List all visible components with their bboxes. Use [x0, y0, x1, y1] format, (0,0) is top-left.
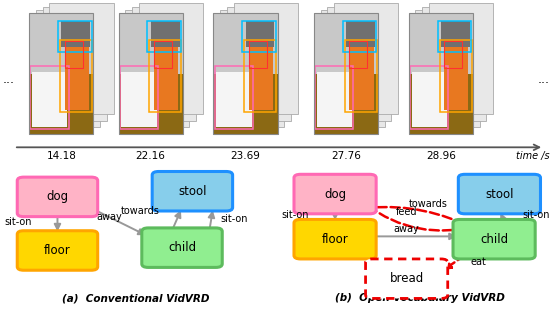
FancyBboxPatch shape — [408, 13, 473, 134]
FancyBboxPatch shape — [294, 174, 376, 214]
FancyBboxPatch shape — [317, 73, 352, 127]
FancyBboxPatch shape — [458, 174, 541, 214]
FancyBboxPatch shape — [119, 13, 183, 74]
FancyBboxPatch shape — [213, 13, 278, 134]
FancyBboxPatch shape — [365, 259, 448, 299]
FancyBboxPatch shape — [154, 43, 178, 110]
FancyBboxPatch shape — [233, 3, 298, 114]
FancyBboxPatch shape — [29, 74, 94, 134]
FancyBboxPatch shape — [132, 7, 196, 121]
Text: 14.18: 14.18 — [46, 151, 76, 161]
FancyBboxPatch shape — [249, 43, 273, 110]
FancyBboxPatch shape — [17, 177, 98, 217]
FancyBboxPatch shape — [36, 10, 100, 127]
FancyBboxPatch shape — [49, 3, 114, 114]
FancyBboxPatch shape — [142, 228, 222, 268]
FancyBboxPatch shape — [1, 163, 270, 310]
Text: 23.69: 23.69 — [230, 151, 261, 161]
Text: ···: ··· — [2, 77, 15, 90]
FancyBboxPatch shape — [17, 231, 98, 270]
Text: child: child — [480, 233, 508, 246]
FancyBboxPatch shape — [314, 13, 378, 134]
Text: feed: feed — [396, 207, 417, 217]
FancyBboxPatch shape — [29, 13, 94, 74]
FancyBboxPatch shape — [294, 219, 376, 259]
Text: sit-on: sit-on — [523, 210, 550, 220]
FancyBboxPatch shape — [29, 13, 94, 134]
FancyBboxPatch shape — [453, 219, 535, 259]
FancyBboxPatch shape — [346, 21, 375, 47]
Text: (a)  Conventional VidVRD: (a) Conventional VidVRD — [61, 294, 209, 303]
FancyBboxPatch shape — [122, 73, 157, 127]
FancyBboxPatch shape — [246, 21, 275, 47]
FancyBboxPatch shape — [213, 13, 278, 74]
Text: towards: towards — [121, 206, 160, 216]
Text: stool: stool — [178, 185, 206, 198]
FancyBboxPatch shape — [126, 10, 190, 127]
FancyBboxPatch shape — [441, 21, 470, 47]
FancyBboxPatch shape — [422, 7, 487, 121]
FancyBboxPatch shape — [151, 21, 180, 47]
FancyBboxPatch shape — [412, 73, 447, 127]
Text: ···: ··· — [538, 77, 550, 90]
Text: floor: floor — [44, 244, 71, 257]
Text: dog: dog — [324, 188, 346, 201]
FancyBboxPatch shape — [32, 73, 68, 127]
FancyBboxPatch shape — [61, 21, 90, 47]
FancyBboxPatch shape — [217, 73, 252, 127]
Text: dog: dog — [46, 190, 69, 203]
Text: stool: stool — [485, 188, 514, 201]
FancyBboxPatch shape — [119, 74, 183, 134]
Text: eat: eat — [470, 257, 486, 267]
FancyBboxPatch shape — [334, 3, 398, 114]
Text: 27.76: 27.76 — [331, 151, 361, 161]
Text: (b)  Open-Vocabulary VidVRD: (b) Open-Vocabulary VidVRD — [335, 294, 505, 303]
FancyBboxPatch shape — [429, 3, 493, 114]
FancyBboxPatch shape — [408, 13, 473, 74]
Text: 28.96: 28.96 — [426, 151, 456, 161]
FancyBboxPatch shape — [139, 3, 203, 114]
FancyBboxPatch shape — [220, 10, 285, 127]
Text: sit-on: sit-on — [282, 210, 309, 220]
FancyBboxPatch shape — [349, 43, 373, 110]
FancyBboxPatch shape — [42, 7, 107, 121]
FancyBboxPatch shape — [213, 74, 278, 134]
Text: bread: bread — [389, 272, 424, 285]
Text: towards: towards — [408, 199, 448, 209]
FancyBboxPatch shape — [327, 7, 392, 121]
Text: child: child — [168, 241, 196, 254]
Text: away: away — [97, 212, 122, 222]
FancyBboxPatch shape — [415, 10, 480, 127]
FancyBboxPatch shape — [65, 43, 89, 110]
FancyBboxPatch shape — [314, 13, 378, 74]
Text: away: away — [394, 224, 420, 234]
Text: sit-on: sit-on — [220, 215, 248, 224]
FancyBboxPatch shape — [314, 74, 378, 134]
Text: floor: floor — [322, 233, 348, 246]
Text: time /s: time /s — [516, 151, 550, 161]
Text: sit-on: sit-on — [5, 217, 32, 227]
FancyBboxPatch shape — [282, 163, 558, 310]
FancyBboxPatch shape — [152, 171, 233, 211]
Text: 22.16: 22.16 — [136, 151, 166, 161]
FancyBboxPatch shape — [444, 43, 468, 110]
FancyBboxPatch shape — [119, 13, 183, 134]
FancyBboxPatch shape — [408, 74, 473, 134]
FancyBboxPatch shape — [227, 7, 291, 121]
FancyBboxPatch shape — [320, 10, 385, 127]
